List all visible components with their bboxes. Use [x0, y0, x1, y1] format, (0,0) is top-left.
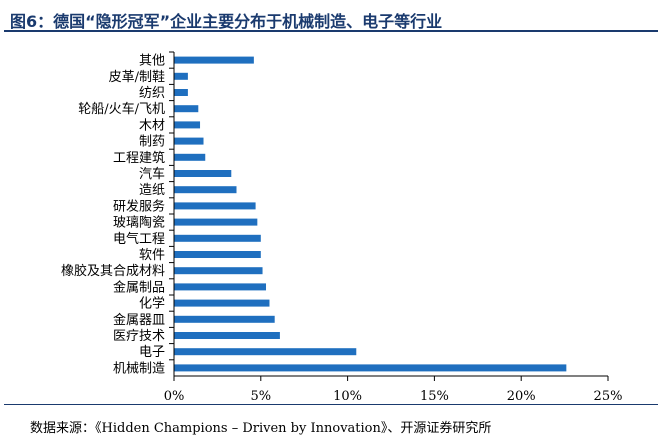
- x-tick-label: 15%: [420, 389, 449, 404]
- x-tick-label: 25%: [594, 389, 623, 404]
- category-label: 化学: [139, 296, 165, 312]
- bar: [174, 332, 280, 339]
- bar: [174, 267, 263, 275]
- source-divider: [4, 404, 658, 405]
- x-tick-label: 10%: [333, 389, 362, 404]
- bar: [174, 89, 188, 96]
- x-tick-label: 0%: [164, 389, 185, 404]
- bar: [174, 218, 258, 226]
- category-label: 皮革/制鞋: [109, 69, 165, 85]
- bar: [174, 364, 567, 372]
- category-label: 研发服务: [113, 198, 165, 214]
- x-tick-label: 5%: [250, 389, 271, 404]
- chart-title: 图6：德国“隐形冠军”企业主要分布于机械制造、电子等行业: [10, 12, 443, 31]
- category-label: 制药: [139, 135, 165, 150]
- category-label: 纺织: [139, 86, 165, 101]
- bar: [174, 105, 199, 113]
- category-label: 电气工程: [113, 231, 165, 247]
- category-label: 其他: [139, 54, 165, 69]
- bar-chart: 其他皮革/制鞋纺织轮船/火车/飞机木材制药工程建筑汽车造纸研发服务玻璃陶瓷电气工…: [61, 51, 623, 404]
- category-label: 金属制品: [113, 279, 165, 295]
- category-label: 轮船/火车/飞机: [78, 101, 165, 117]
- bar: [174, 283, 267, 291]
- source-note: 数据来源：《Hidden Champions – Driven by Innov…: [30, 421, 492, 436]
- category-label: 工程建筑: [113, 150, 165, 166]
- category-label: 汽车: [139, 166, 165, 182]
- bar: [174, 137, 204, 145]
- category-label: 金属器皿: [113, 312, 165, 328]
- bar: [174, 315, 275, 323]
- category-label: 玻璃陶瓷: [113, 215, 165, 231]
- bar: [174, 56, 254, 64]
- bar: [174, 153, 206, 161]
- category-label: 电子: [139, 345, 165, 360]
- title-bar: 图6：德国“隐形冠军”企业主要分布于机械制造、电子等行业: [4, 4, 658, 32]
- bar: [174, 170, 232, 177]
- category-label: 软件: [139, 248, 165, 263]
- category-label: 医疗技术: [113, 329, 165, 344]
- bar: [174, 121, 201, 129]
- bar: [174, 72, 188, 80]
- bar: [174, 251, 261, 258]
- x-tick-label: 20%: [507, 389, 536, 404]
- category-label: 木材: [139, 118, 165, 133]
- bar: [174, 299, 270, 307]
- bar: [174, 186, 237, 194]
- bar: [174, 234, 261, 242]
- category-label: 橡胶及其合成材料: [61, 263, 165, 279]
- bar: [174, 202, 256, 210]
- category-label: 造纸: [139, 183, 165, 198]
- bar: [174, 348, 357, 356]
- category-label: 机械制造: [113, 361, 165, 376]
